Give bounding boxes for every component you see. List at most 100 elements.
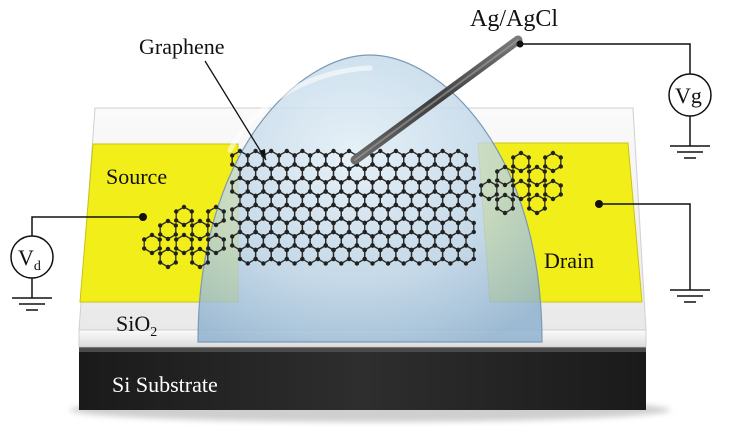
carbon-atom [315, 193, 321, 199]
carbon-atom [253, 247, 258, 253]
carbon-atom [261, 189, 266, 194]
carbon-atom [378, 148, 383, 154]
carbon-atom [173, 232, 178, 237]
carbon-atom [424, 220, 430, 226]
carbon-atom [393, 148, 399, 154]
carbon-atom [292, 180, 297, 185]
carbon-atom [245, 261, 250, 266]
carbon-atom [558, 183, 563, 188]
carbon-atom [370, 243, 375, 248]
carbon-atom [448, 189, 453, 194]
carbon-atom [534, 192, 540, 198]
carbon-atom [181, 204, 187, 210]
carbon-atom [323, 153, 328, 158]
source-contact-dot [139, 213, 147, 221]
carbon-atom [393, 175, 399, 181]
carbon-atom [393, 202, 399, 208]
carbon-atom [463, 234, 469, 239]
carbon-atom [230, 180, 235, 185]
carbon-atom [494, 192, 499, 197]
graphene-leader-arrow [259, 149, 266, 160]
carbon-atom [440, 247, 445, 253]
carbon-atom [339, 216, 344, 221]
carbon-atom [463, 243, 469, 248]
carbon-atom [510, 178, 515, 183]
carbon-atom [346, 175, 352, 181]
carbon-atom [401, 234, 406, 239]
carbon-atom [158, 223, 163, 228]
electrolyte-droplet [197, 54, 543, 343]
carbon-atom [370, 207, 375, 212]
carbon-atom [158, 260, 163, 265]
carbon-atom [385, 234, 391, 239]
carbon-atom [393, 247, 399, 253]
carbon-atom [197, 246, 203, 252]
carbon-atom [440, 193, 445, 199]
carbon-atom [424, 193, 430, 199]
carbon-atom [448, 162, 453, 167]
carbon-atom [261, 261, 266, 266]
carbon-atom [307, 162, 313, 167]
carbon-atom [494, 183, 499, 188]
carbon-atom [558, 155, 563, 160]
carbon-atom [409, 220, 414, 226]
carbon-atom [456, 175, 461, 181]
carbon-atom [354, 207, 360, 212]
carbon-atom [542, 197, 547, 202]
carbon-atom [284, 193, 289, 199]
carbon-atom [269, 166, 274, 172]
carbon-atom [479, 192, 484, 197]
carbon-atom [292, 162, 297, 167]
carbon-atom [456, 148, 461, 154]
carbon-atom [158, 232, 163, 237]
carbon-atom [323, 180, 328, 185]
carbon-atom [534, 210, 540, 216]
carbon-atom [346, 148, 352, 154]
carbon-atom [417, 234, 422, 239]
vd-ground-icon [12, 297, 52, 311]
carbon-atom [292, 261, 297, 266]
carbon-atom [206, 246, 211, 251]
substrate-edge [79, 347, 646, 352]
substrate-front [79, 347, 646, 410]
carbon-atom [510, 197, 515, 202]
carbon-atom [181, 250, 187, 256]
carbon-atom [385, 189, 391, 194]
carbon-atom [471, 166, 476, 172]
carbon-atom [542, 169, 547, 174]
carbon-atom [354, 180, 360, 185]
carbon-atom [261, 207, 266, 212]
carbon-atom [173, 223, 178, 228]
carbon-atom [230, 153, 235, 158]
carbon-atom [315, 202, 321, 208]
carbon-atom [479, 183, 484, 188]
carbon-atom [331, 220, 336, 226]
carbon-atom [323, 216, 328, 221]
carbon-atom [502, 192, 508, 198]
carbon-atom [339, 189, 344, 194]
carbon-atom [354, 261, 360, 266]
carbon-atom [189, 209, 194, 214]
carbon-atom [417, 180, 422, 185]
carbon-atom [245, 162, 250, 167]
carbon-atom [401, 207, 406, 212]
carbon-atom [409, 229, 414, 235]
carbon-atom [213, 222, 219, 228]
carbon-atom [362, 193, 367, 199]
carbon-atom [542, 206, 547, 211]
carbon-atom [269, 220, 274, 226]
carbon-atom [362, 175, 367, 181]
carbon-atom [300, 220, 305, 226]
carbon-atom [221, 246, 226, 251]
carbon-atom [471, 247, 476, 253]
carbon-atom [245, 189, 250, 194]
carbon-atom [331, 247, 336, 253]
carbon-atom [253, 166, 258, 172]
carbon-atom [543, 164, 548, 169]
carbon-atom [463, 216, 469, 221]
carbon-atom [245, 216, 250, 221]
carbon-atom [463, 207, 469, 212]
carbon-atom [456, 193, 461, 199]
carbon-atom [378, 256, 383, 262]
